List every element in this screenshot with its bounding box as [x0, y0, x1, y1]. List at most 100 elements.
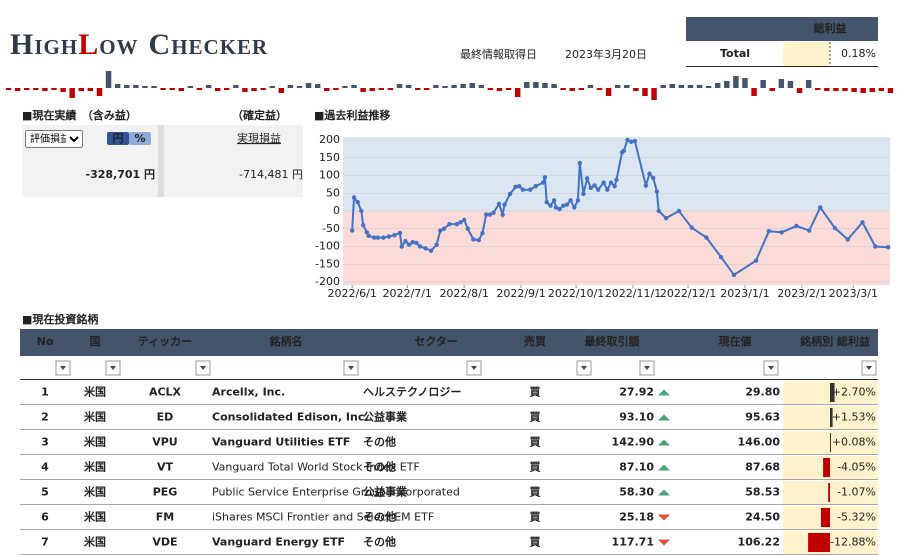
spark-bar [378, 88, 385, 90]
spark-bar [878, 88, 885, 91]
realized-value: -714,481 円 [239, 168, 303, 181]
y-tick-label: -150 [315, 257, 340, 270]
point [540, 180, 546, 185]
spark-bar [660, 85, 666, 88]
filter-icon[interactable] [60, 366, 66, 370]
spark-bar [805, 80, 812, 88]
spark-bar [869, 88, 875, 92]
spark-bar [87, 88, 94, 91]
filter-icon[interactable] [644, 366, 650, 370]
filter-icon[interactable] [200, 366, 206, 370]
cell: 142.90 [612, 436, 655, 449]
profit-cell-bg [783, 481, 878, 504]
point [480, 230, 485, 236]
point [614, 177, 619, 182]
toggle-button[interactable] [129, 132, 151, 145]
spark-bar [705, 86, 712, 88]
column-header: 売買 [524, 334, 546, 348]
point [779, 230, 784, 235]
point [718, 254, 724, 260]
cell: Arcellx, Inc. [212, 386, 285, 399]
cell: 公益事業 [363, 410, 408, 424]
cell: Vanguard Utilities ETF [212, 436, 350, 449]
spark-bar [387, 88, 394, 90]
toggle-label[interactable]: % [134, 132, 145, 145]
spark-bar [451, 85, 457, 88]
toggle-label[interactable]: 円 [113, 132, 124, 145]
filter-icon[interactable] [348, 366, 354, 370]
date-label: 最終情報取得日 [460, 47, 537, 61]
spark-bar [851, 88, 857, 92]
cell: 買 [530, 411, 541, 424]
point [663, 215, 669, 221]
spark-bar [396, 84, 403, 88]
column-header: 銘柄名 [270, 334, 303, 348]
spark-bar [51, 88, 57, 90]
profit-cell-bg [783, 531, 878, 554]
cell: Consolidated Edison, Inc. [212, 411, 369, 424]
spark-bar [651, 88, 657, 100]
cell: 2 [41, 411, 49, 424]
point [647, 171, 652, 176]
column-header: 最終取引額 [585, 334, 640, 348]
point [731, 272, 737, 278]
summary-header-bg [686, 17, 878, 41]
cell: PEG [153, 486, 178, 499]
cell: 1 [41, 386, 49, 399]
point [845, 237, 850, 242]
cell: 米国 [83, 435, 106, 449]
filter-icon[interactable] [110, 366, 116, 370]
point [471, 237, 476, 242]
spark-bar [769, 88, 775, 91]
filter-icon[interactable] [471, 366, 477, 370]
point [575, 198, 581, 203]
title-part: Low [78, 28, 139, 61]
point [438, 228, 443, 233]
filter-icon[interactable] [866, 366, 872, 370]
cell: 117.71 [612, 536, 654, 549]
filter-icon[interactable] [768, 366, 774, 370]
spark-bar [514, 88, 521, 97]
spark-bar [160, 88, 166, 90]
point [656, 208, 661, 214]
section-title: ■現在投資銘柄 [22, 312, 98, 326]
filter-icon[interactable] [581, 366, 587, 370]
cell: 58.53 [745, 486, 780, 499]
spark-bar [560, 88, 566, 90]
y-tick-label: -50 [322, 222, 340, 235]
point [561, 203, 566, 208]
x-tick-label: 2022/11/1 [605, 287, 661, 300]
spark-bar [778, 79, 785, 88]
spark-bar [333, 88, 339, 90]
cell: iShares MSCI Frontier and Select EM ETF [212, 511, 434, 524]
mode-select[interactable]: 評価損益 [25, 130, 83, 148]
point [434, 242, 439, 247]
x-tick-label: 2023/2/1 [777, 287, 826, 300]
point [428, 248, 434, 253]
profit-cell-bg [783, 506, 878, 529]
link[interactable]: 実現損益 [237, 131, 281, 145]
point [612, 183, 617, 189]
point [360, 223, 366, 228]
spark-bar [96, 88, 103, 96]
cell: ED [157, 411, 174, 424]
cell: Vanguard Energy ETF [212, 536, 345, 549]
app-title: HighLow Checker [10, 28, 268, 62]
column-header: ティッカー [138, 335, 192, 348]
point [355, 199, 360, 205]
trend-down-icon [658, 539, 670, 546]
spark-bar [687, 85, 694, 88]
toggle-button[interactable] [107, 132, 129, 145]
spark-bar [405, 85, 412, 88]
cell: 買 [530, 436, 541, 449]
spark-bar [305, 83, 312, 88]
cell: +2.70% [832, 386, 876, 399]
spark-bar [678, 85, 685, 88]
spark-bar [860, 88, 866, 93]
spark-bar [187, 86, 194, 88]
spark-bar [42, 88, 48, 91]
profit-cell-bg [783, 456, 878, 479]
spark-bar [205, 85, 212, 88]
spark-bar [469, 83, 475, 88]
spark-bar [278, 88, 285, 93]
